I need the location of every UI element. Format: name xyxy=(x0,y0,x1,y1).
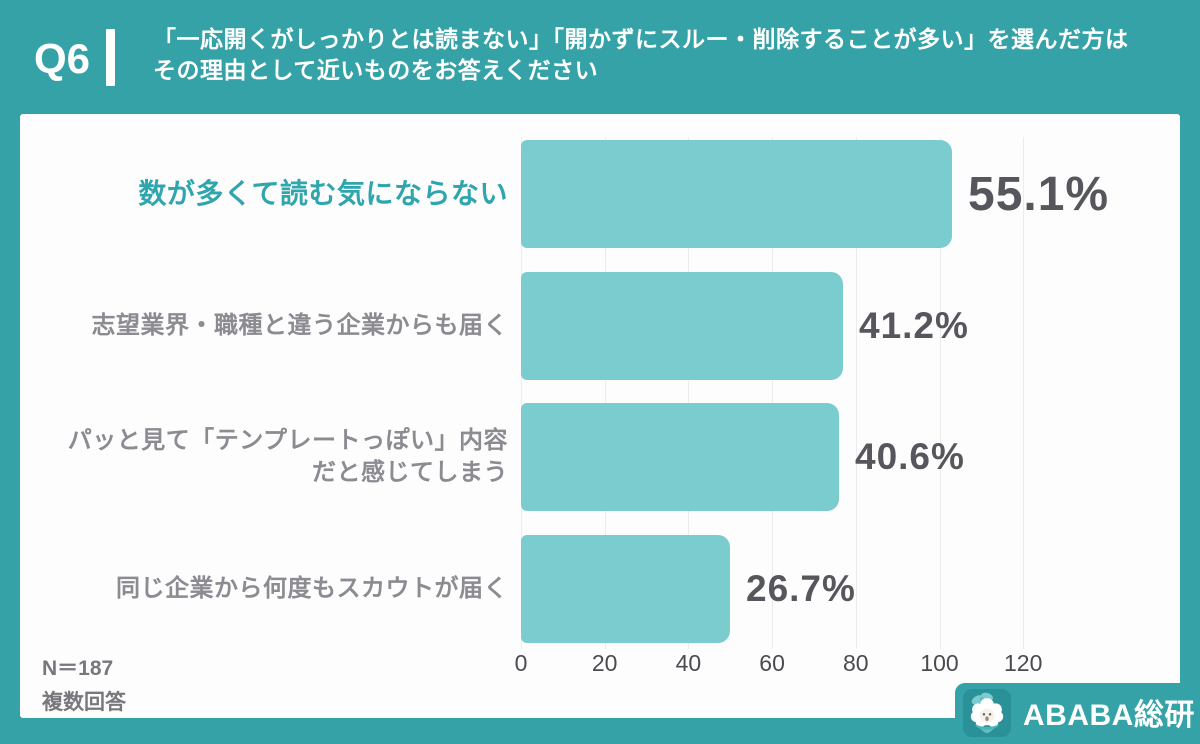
question-title: 「一応開くがしっかりとは読まない」「開かずにスルー・削除することが多い」を選んだ… xyxy=(153,26,1129,83)
x-axis-tick-label: 40 xyxy=(675,650,702,676)
x-axis-tick-label: 120 xyxy=(1004,650,1043,676)
gridline xyxy=(521,137,522,649)
value-label: 26.7% xyxy=(746,567,856,609)
bar xyxy=(521,140,952,248)
gridline xyxy=(1023,137,1025,649)
x-axis-tick-label: 80 xyxy=(843,650,869,676)
gridline xyxy=(604,137,606,649)
brand-logo: ABABA総研 xyxy=(955,683,1200,744)
value-label: 40.6% xyxy=(855,436,965,477)
sample-size: N＝187 xyxy=(42,657,114,680)
gridline xyxy=(939,137,941,649)
gridline xyxy=(772,137,774,649)
x-axis-tick-label: 20 xyxy=(591,650,618,676)
sample-note: N＝187 複数回答 xyxy=(42,652,126,720)
gridline xyxy=(855,137,857,649)
brand-name: ABABA総研 xyxy=(1023,698,1195,732)
category-label: 志望業界・職種と違う企業からも届く xyxy=(91,311,508,339)
question-number: Q6 xyxy=(34,35,91,82)
category-label: 同じ企業から何度もスカウトが届く xyxy=(116,574,508,602)
gridline xyxy=(688,137,690,649)
header-divider xyxy=(106,29,115,86)
category-label: 数が多くて読む気にならない xyxy=(138,178,508,209)
bar xyxy=(521,534,730,643)
value-label: 55.1% xyxy=(968,167,1110,221)
x-axis-tick-label: 60 xyxy=(759,650,785,676)
x-axis-tick-label: 100 xyxy=(920,650,959,676)
alpaca-mascot-icon xyxy=(963,688,1011,737)
x-axis-tick-label: 0 xyxy=(514,650,528,676)
category-label: パッと見て「テンプレートっぽい」内容 だと感じてしまう xyxy=(67,427,508,486)
value-label: 41.2% xyxy=(859,304,969,346)
answer-type: 複数回答 xyxy=(42,691,126,714)
bar xyxy=(521,271,843,380)
bar xyxy=(521,403,839,511)
